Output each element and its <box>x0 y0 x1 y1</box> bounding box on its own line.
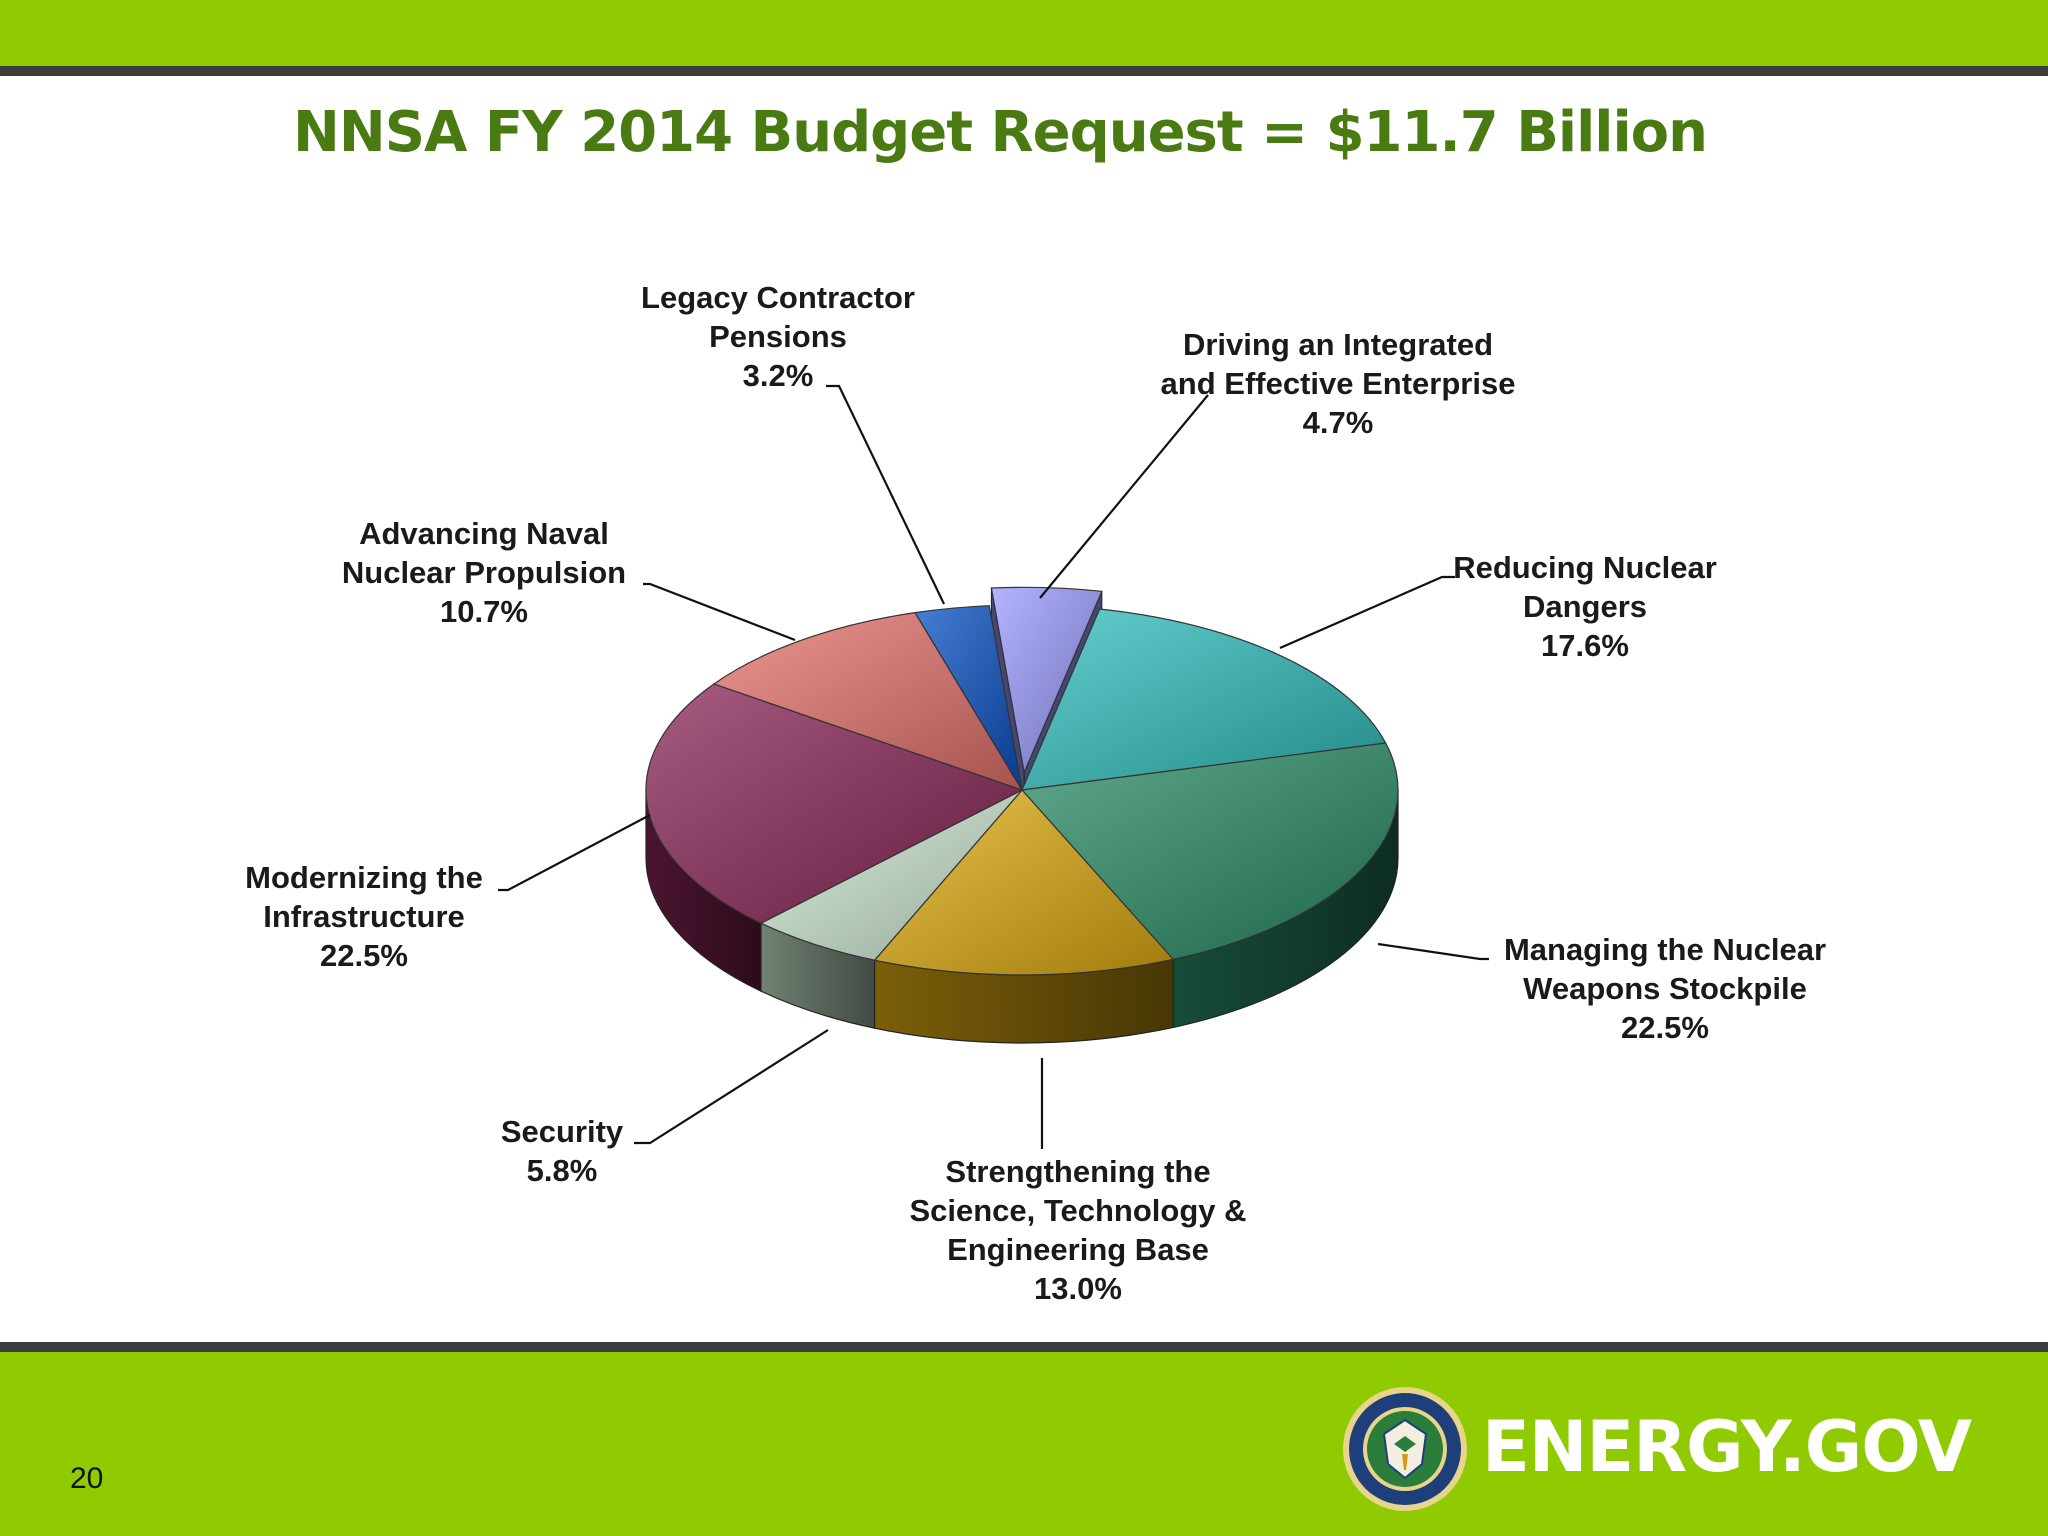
bottom-divider <box>0 1342 2048 1352</box>
slice-label: Modernizing the Infrastructure 22.5% <box>245 860 483 973</box>
pie-slice <box>1020 742 1399 961</box>
pie-slice <box>712 611 1024 792</box>
leader-line <box>643 582 796 642</box>
top-divider <box>0 66 2048 76</box>
doe-seal-icon <box>1343 1387 1467 1511</box>
slide-title: NNSA FY 2014 Budget Request = $11.7 Bill… <box>292 100 1708 165</box>
slice-label-line: Pensions <box>709 319 847 354</box>
pie-labels: Driving an Integrated and Effective Enter… <box>245 280 1826 1306</box>
slice-percent: 5.8% <box>527 1153 598 1188</box>
slice-label: Reducing Nuclear Dangers 17.6% <box>1453 550 1717 663</box>
slice-label-line: Advancing Naval <box>359 516 609 551</box>
pie-slice <box>990 586 1103 775</box>
slice-label: Security 5.8% <box>501 1114 624 1188</box>
slice-percent: 22.5% <box>1621 1010 1709 1045</box>
slice-label-line: Reducing Nuclear <box>1453 550 1717 585</box>
page-number: 20 <box>70 1462 104 1495</box>
pie-slice <box>914 605 1023 791</box>
slice-label-line: Security <box>501 1114 624 1149</box>
bottom-banner <box>0 1352 2048 1536</box>
leader-line <box>826 384 945 605</box>
slice-percent: 17.6% <box>1541 628 1629 663</box>
pie-slice <box>645 683 1024 924</box>
slice-percent: 3.2% <box>743 358 814 393</box>
slice-percent: 4.7% <box>1303 405 1374 440</box>
slice-label-line: and Effective Enterprise <box>1161 366 1516 401</box>
pie-tops <box>645 586 1399 976</box>
leader-line <box>1039 394 1209 599</box>
slice-label: Strengthening the Science, Technology & En… <box>909 1154 1246 1306</box>
slice-label: Managing the Nuclear Weapons Stockpile 22.… <box>1504 932 1826 1045</box>
energy-gov-logo: ENERGY.GOV <box>1482 1406 1972 1488</box>
slice-percent: 10.7% <box>440 594 528 629</box>
slice-label: Driving an Integrated and Effective Enter… <box>1161 327 1516 440</box>
slice-label-line: Strengthening the <box>945 1154 1210 1189</box>
slice-label: Advancing Naval Nuclear Propulsion 10.7% <box>342 516 626 629</box>
slice-label-line: Science, Technology & <box>909 1193 1246 1228</box>
pie-slice <box>873 789 1175 976</box>
slice-label-line: Legacy Contractor <box>641 280 915 315</box>
slice-label-line: Dangers <box>1523 589 1647 624</box>
slice-percent: 13.0% <box>1034 1271 1122 1306</box>
slice-label-line: Engineering Base <box>947 1232 1209 1267</box>
leader-line <box>634 1029 829 1145</box>
pie-chart: Driving an Integrated and Effective Enter… <box>245 280 1826 1306</box>
leader-line <box>498 814 651 892</box>
slice-label-line: Driving an Integrated <box>1183 327 1493 362</box>
slice-label-line: Managing the Nuclear <box>1504 932 1826 967</box>
pie-slice <box>759 789 1023 961</box>
leader-line <box>1377 942 1489 961</box>
slice-label-line: Infrastructure <box>263 899 465 934</box>
pie-slice <box>1021 608 1387 791</box>
slice-label-line: Nuclear Propulsion <box>342 555 626 590</box>
top-banner <box>0 0 2048 66</box>
slice-percent: 22.5% <box>320 938 408 973</box>
slice-label: Legacy Contractor Pensions 3.2% <box>641 280 915 393</box>
leader-line <box>1279 575 1455 650</box>
slice-label-line: Weapons Stockpile <box>1523 971 1807 1006</box>
slice-label-line: Modernizing the <box>245 860 483 895</box>
